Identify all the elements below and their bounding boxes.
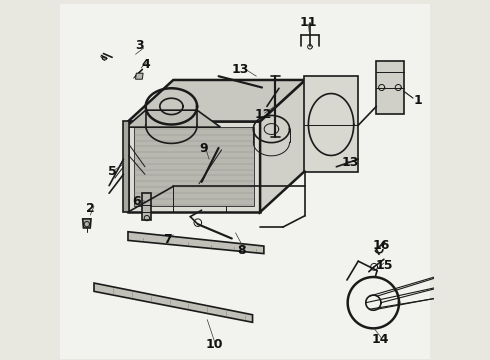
Text: 7: 7: [163, 233, 172, 246]
Polygon shape: [134, 127, 254, 206]
Polygon shape: [142, 193, 151, 220]
Polygon shape: [94, 283, 252, 322]
Text: 13: 13: [341, 156, 359, 169]
Polygon shape: [83, 219, 91, 228]
Text: 3: 3: [135, 40, 144, 53]
Text: 16: 16: [373, 239, 391, 252]
Polygon shape: [376, 61, 404, 114]
Polygon shape: [128, 121, 260, 212]
Polygon shape: [126, 110, 220, 127]
Text: 10: 10: [205, 338, 223, 351]
Text: 1: 1: [414, 94, 422, 107]
Polygon shape: [123, 121, 129, 212]
Polygon shape: [60, 4, 430, 360]
Text: 8: 8: [238, 244, 246, 257]
Text: 13: 13: [232, 63, 249, 76]
Text: 11: 11: [300, 16, 317, 29]
Polygon shape: [303, 76, 358, 172]
Text: 2: 2: [86, 202, 95, 215]
Polygon shape: [128, 80, 305, 121]
Text: 9: 9: [199, 142, 208, 155]
Text: 5: 5: [108, 165, 117, 178]
Text: 4: 4: [142, 58, 150, 71]
Text: 15: 15: [375, 259, 392, 272]
Text: 6: 6: [132, 195, 141, 208]
Polygon shape: [128, 232, 264, 253]
Text: 12: 12: [254, 108, 272, 121]
Polygon shape: [260, 80, 305, 212]
Text: 14: 14: [371, 333, 389, 346]
Polygon shape: [136, 73, 143, 79]
